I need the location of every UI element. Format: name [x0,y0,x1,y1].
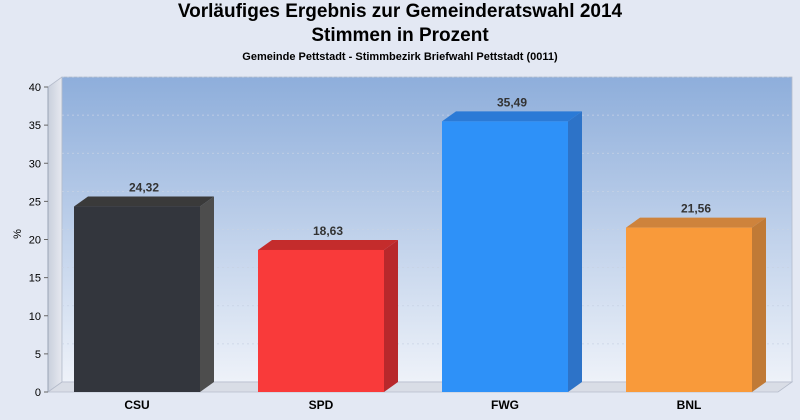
chart-title-line-2: Stimmen in Prozent [311,25,489,46]
bar-top [442,111,582,122]
y-tick-label: 25 [29,196,41,208]
chart-title-line-1: Vorläufiges Ergebnis zur Gemeinderatswah… [177,1,623,22]
y-tick-label: 5 [35,349,41,361]
data-label: 24,32 [129,181,159,195]
data-label: 18,63 [313,224,343,238]
y-tick-label: 10 [29,311,41,323]
y-tick-label: 0 [35,387,41,399]
bar-side [568,111,582,393]
bar-front [626,227,752,392]
y-tick-label: 15 [29,273,41,285]
x-tick-label: CSU [124,398,149,412]
y-tick-label: 35 [29,120,41,132]
bar-side [384,239,398,392]
bar-csu: 24,32 [74,181,214,392]
x-tick-label: FWG [491,398,519,412]
y-tick-label: 30 [29,158,41,170]
bars-group: 24,32 18,63 35,49 21,56 [74,95,766,393]
bar-side [752,217,766,392]
x-axis-labels: CSU SPD FWG BNL [124,398,701,412]
y-axis-ticks: 0 5 10 15 20 25 30 35 40 [29,82,48,399]
left-wall [47,76,63,393]
bar-front [258,249,384,392]
y-tick-label: 40 [29,82,41,94]
chart-subtitle: Gemeinde Pettstadt - Stimmbezirk Briefwa… [242,51,558,63]
bar-bnl: 21,56 [626,202,766,392]
bar-front [74,206,200,392]
bar-spd: 18,63 [258,224,398,392]
chart-title-block: Vorläufiges Ergebnis zur Gemeinderatswah… [0,0,800,64]
data-label: 21,56 [681,202,711,216]
data-label: 35,49 [497,95,527,109]
bar-top [74,196,214,207]
bar-top [258,239,398,250]
y-tick-label: 20 [29,235,41,247]
x-tick-label: BNL [677,398,702,412]
bar-front [442,121,568,393]
x-tick-label: SPD [309,398,334,412]
bar-top [626,217,766,228]
bar-fwg: 35,49 [442,95,582,393]
y-axis-title: % [12,229,24,239]
bar-side [200,196,214,392]
